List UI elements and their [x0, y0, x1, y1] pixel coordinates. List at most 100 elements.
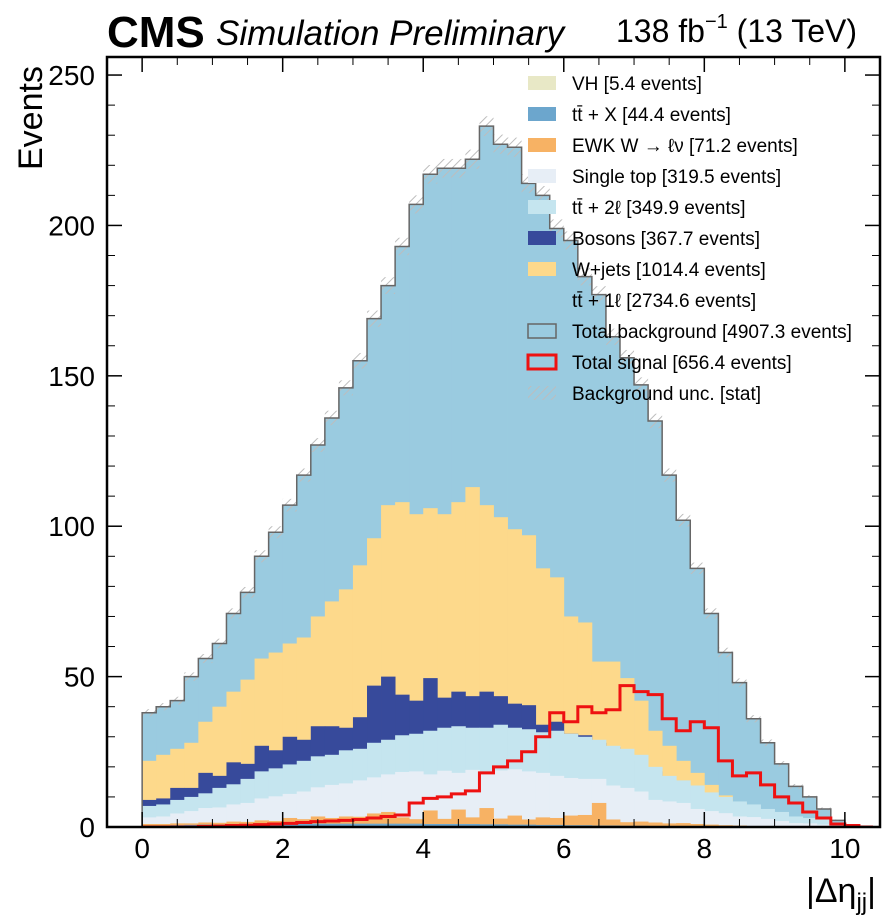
experiment-label: CMS: [107, 8, 205, 57]
bar-ttx: [324, 823, 340, 827]
bar-ewk: [395, 817, 410, 827]
bar-ttx: [338, 823, 354, 827]
legend: VH [5.4 events] tt̄ + X [44.4 events] EWK …: [526, 74, 852, 405]
bar-ewk: [535, 817, 551, 827]
x-axis-title: |Δηjj|: [806, 872, 876, 916]
bar-ewk: [549, 817, 565, 827]
bar-ewk: [465, 817, 480, 827]
bar-ewk: [324, 817, 340, 827]
bar-ewk: [437, 818, 452, 827]
legend-label-unc: Background unc. [stat]: [572, 384, 761, 405]
lumi-energy: (13 TeV): [728, 13, 857, 49]
bar-singletop: [774, 820, 790, 827]
bar-ewk: [577, 814, 593, 827]
y-tick-label: 0: [79, 812, 95, 843]
bar-singletop: [507, 769, 522, 827]
bar-singletop: [521, 771, 537, 827]
bar-singletop: [760, 818, 775, 827]
legend-label-total_bkg: Total background [4907.3 events]: [572, 322, 852, 343]
bar-singletop: [648, 799, 663, 827]
bar-tt1l: [718, 652, 733, 827]
y-tick-label: 250: [48, 60, 95, 91]
x-tick-label: 4: [415, 833, 431, 864]
legend-swatch-unc: [528, 386, 556, 400]
bar-singletop: [254, 798, 270, 827]
bar-ewk: [451, 809, 466, 827]
bar-tt1l: [732, 682, 747, 827]
x-tick-label: 2: [275, 833, 291, 864]
bar-singletop: [142, 817, 157, 827]
bar-ewk: [634, 821, 649, 827]
bar-singletop: [704, 811, 719, 827]
legend-label-vh: VH [5.4 events]: [572, 74, 702, 95]
bar-tt2l: [816, 819, 832, 827]
bar-ttx: [423, 823, 438, 827]
legend-label-wjets: W+jets [1014.4 events]: [572, 260, 766, 281]
bar-ewk: [591, 802, 607, 827]
bar-ttx: [409, 823, 424, 827]
legend-swatch-wjets: [528, 262, 556, 276]
bar-ewk: [142, 823, 157, 827]
bar-singletop: [549, 775, 565, 827]
bar-ttx: [493, 824, 508, 827]
bar-ewk: [605, 819, 621, 827]
bar-tt2l: [788, 816, 804, 827]
legend-label-ttx: tt̄ + X [44.4 events]: [572, 105, 731, 126]
bar-singletop: [184, 811, 199, 827]
bar-ttx: [465, 823, 480, 827]
bar-tt1l: [690, 568, 705, 827]
legend-swatch-vh: [528, 76, 556, 90]
bar-ewk: [156, 823, 171, 827]
lumi-value: 138 fb: [616, 13, 705, 49]
lumi-exponent: −1: [705, 11, 728, 33]
bar-singletop: [718, 813, 733, 827]
bar-singletop: [268, 796, 284, 827]
bar-ttx: [282, 823, 298, 827]
bar-singletop: [156, 816, 171, 827]
bar-ttx: [437, 823, 452, 827]
bar-singletop: [563, 777, 579, 827]
stack-layer: [142, 126, 860, 827]
bar-singletop: [352, 780, 368, 827]
legend-swatch-tt1l: [528, 293, 556, 307]
bar-ewk: [493, 818, 508, 827]
legend-swatch-singletop: [528, 169, 556, 183]
bar-singletop: [788, 823, 804, 827]
lumi-label: 138 fb−1 (13 TeV): [616, 11, 857, 49]
x-axis-title-sub: jj: [855, 889, 867, 916]
bar-ewk: [690, 823, 705, 827]
legend-swatch-bosons: [528, 231, 556, 245]
bar-tt1l: [662, 475, 677, 827]
bar-singletop: [634, 791, 649, 827]
bar-singletop: [619, 787, 635, 827]
plot-frame: [105, 55, 882, 829]
bar-singletop: [662, 801, 677, 827]
legend-label-singletop: Single top [319.5 events]: [572, 167, 781, 188]
legend-label-tt1l: tt̄ + 1ℓ [2734.6 events]: [572, 291, 756, 312]
bar-ewk: [648, 822, 663, 827]
legend-swatch-total_sig: [526, 353, 558, 371]
bar-singletop: [395, 771, 410, 827]
bar-singletop: [437, 770, 452, 827]
y-tick-label: 150: [48, 361, 95, 392]
bar-singletop: [605, 785, 621, 827]
x-axis-title-close: |: [867, 872, 876, 910]
bar-singletop: [746, 817, 761, 827]
status-label: Simulation Preliminary: [216, 14, 567, 53]
bar-ttx: [367, 823, 382, 827]
y-tick-label: 200: [48, 210, 95, 241]
legend-label-tt2l: tt̄ + 2ℓ [349.9 events]: [572, 198, 746, 219]
y-tick-label: 50: [64, 662, 95, 693]
bar-singletop: [338, 783, 354, 827]
bar-ewk: [479, 808, 494, 827]
bar-ewk: [619, 822, 635, 827]
bar-singletop: [240, 802, 255, 827]
bar-ttx: [296, 823, 312, 827]
bar-singletop: [409, 771, 424, 827]
bar-tt1l: [648, 420, 663, 827]
x-tick-label: 6: [556, 833, 572, 864]
bar-ewk: [676, 823, 691, 827]
legend-swatch-ewk: [528, 138, 556, 152]
